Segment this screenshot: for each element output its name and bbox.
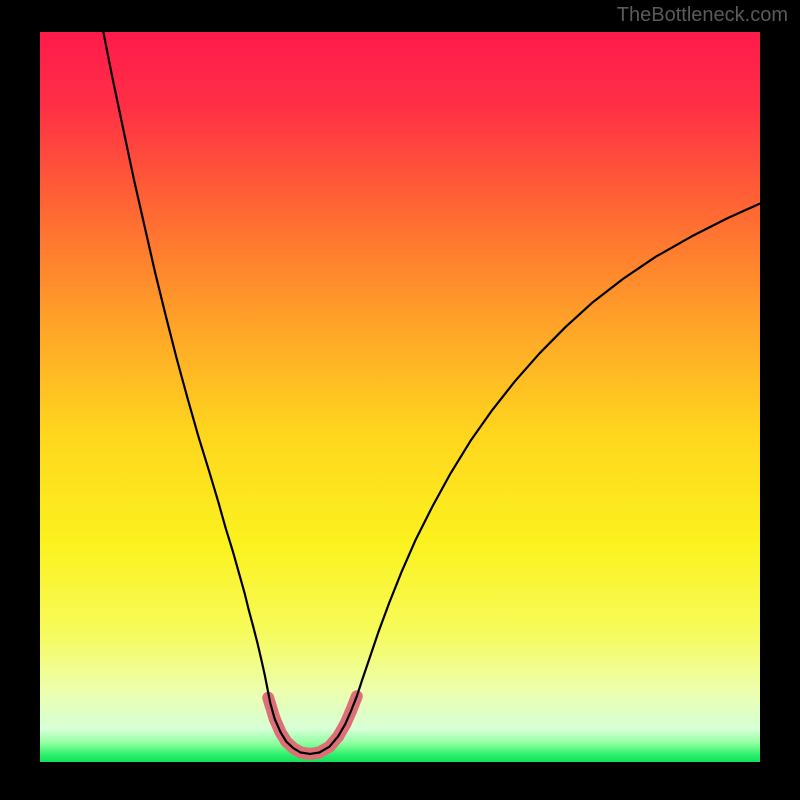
chart-container: TheBottleneck.com (0, 0, 800, 800)
chart-svg (40, 32, 760, 762)
plot-area (40, 32, 760, 762)
watermark-text: TheBottleneck.com (617, 4, 788, 27)
gradient-background (40, 32, 760, 762)
